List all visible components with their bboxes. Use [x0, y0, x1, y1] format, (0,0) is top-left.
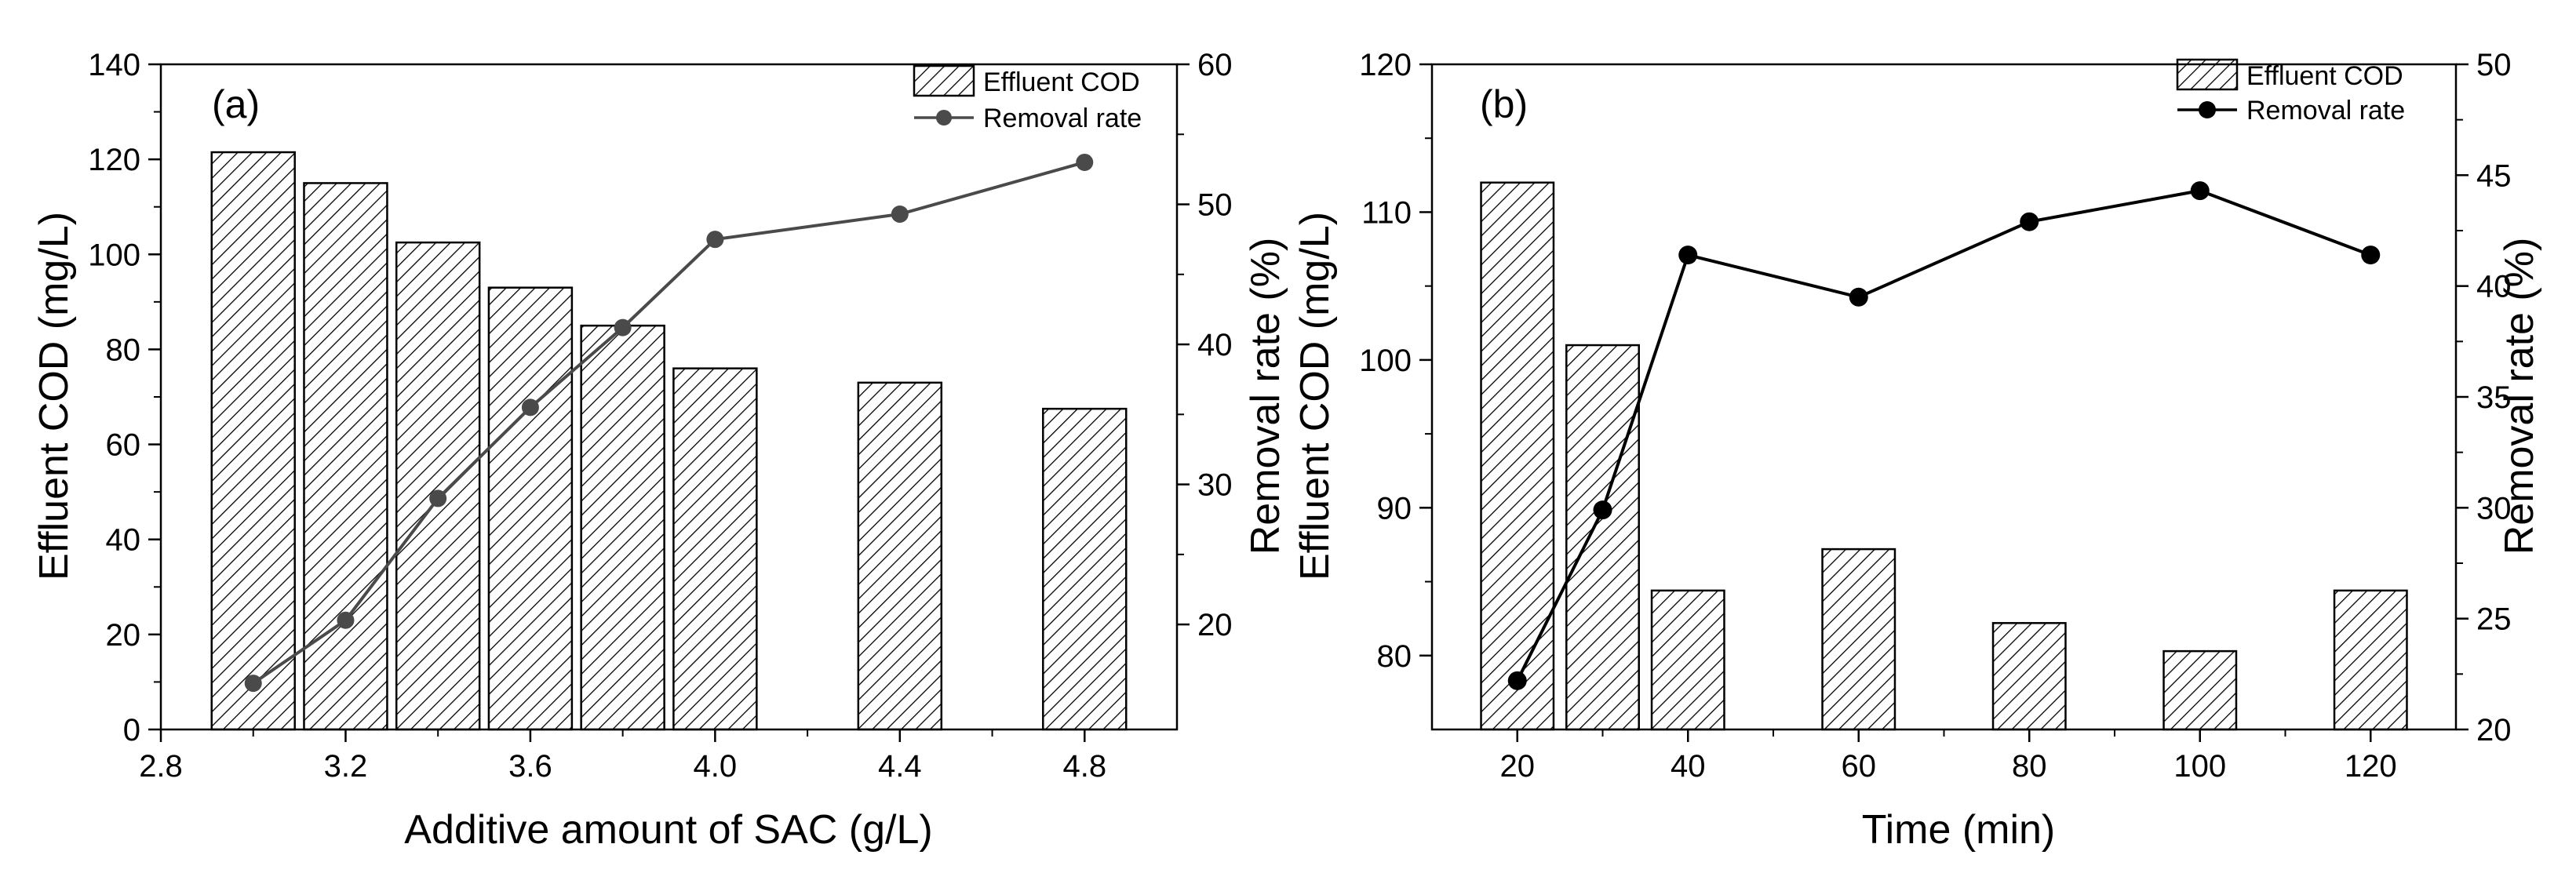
y2-tick-label: 45	[2476, 158, 2512, 193]
bar-series	[1480, 181, 2408, 731]
y-tick-label: 110	[1361, 195, 1412, 230]
legend: Effluent COD Removal rate	[2176, 58, 2405, 126]
x-axis-title: Additive amount of SAC (g/L)	[404, 807, 932, 853]
line-series	[1507, 181, 2381, 690]
bar	[303, 182, 388, 731]
x-tick-label: 80	[2012, 749, 2047, 784]
data-point	[1507, 671, 1527, 690]
axes: 0 20 40 60 80 100 120 140 20 30 40 50 60 2.8 3.2 3.6 4.0…	[88, 48, 1232, 784]
x-tick-label: 2.8	[139, 749, 183, 784]
bar	[1821, 547, 1896, 731]
y2-tick-label: 25	[2476, 602, 2512, 637]
legend-swatch-marker	[2199, 101, 2216, 118]
panel-label: (a)	[212, 82, 260, 126]
y-tick-label: 100	[1359, 344, 1412, 378]
y-tick-label: 60	[106, 428, 141, 463]
bar	[210, 151, 296, 731]
bar	[1565, 344, 1640, 731]
data-point	[614, 318, 632, 337]
legend-label: Removal rate	[983, 104, 1142, 133]
y-tick-label: 140	[88, 48, 140, 82]
bar	[580, 324, 665, 731]
x-axis-title: Time (min)	[1862, 807, 2056, 853]
bar	[1042, 407, 1128, 731]
y-tick-label: 80	[106, 333, 141, 367]
y2-tick-label: 20	[2476, 713, 2512, 748]
bar	[1991, 622, 2067, 731]
x-tick-label: 100	[2173, 749, 2226, 784]
bar	[2162, 649, 2238, 731]
legend-swatch-bar	[2176, 58, 2239, 91]
chart-panel-a: 0 20 40 60 80 100 120 140 20 30 40 50 60 2.8 3.2 3.6 4.0…	[31, 48, 1288, 853]
legend-label: Effluent COD	[983, 67, 1140, 97]
legend-swatch-bar	[913, 64, 975, 97]
data-point	[2020, 212, 2039, 231]
axes: 80 90 100 110 120 20 25 30 35 40 45 50 20 40 60 80 100 12…	[1359, 48, 2511, 784]
x-tick-label: 4.0	[694, 749, 738, 784]
bar	[395, 241, 481, 731]
data-point	[1849, 287, 1868, 307]
data-point	[521, 398, 539, 417]
y2-tick-label: 40	[2476, 270, 2512, 304]
x-tick-label: 120	[2345, 749, 2397, 784]
data-point	[1678, 246, 1698, 265]
data-point	[1593, 500, 1612, 520]
bar-series	[210, 151, 1128, 731]
chart-panel-b: 80 90 100 110 120 20 25 30 35 40 45 50 20 40 60 80 100 12…	[1292, 48, 2542, 853]
y2-tick-label: 60	[1197, 48, 1233, 82]
y2-tick-label: 50	[1197, 188, 1233, 223]
legend: Effluent COD Removal rate	[913, 64, 1142, 133]
y2-tick-label: 50	[2476, 48, 2512, 82]
x-tick-label: 20	[1500, 749, 1536, 784]
data-point	[706, 231, 724, 249]
x-tick-label: 40	[1671, 749, 1706, 784]
data-point	[891, 206, 909, 224]
series-line	[252, 161, 1085, 685]
y2-axis-title: Removal rate (%)	[1243, 238, 1288, 555]
y2-tick-label: 40	[1197, 328, 1233, 362]
legend-label: Removal rate	[2246, 96, 2405, 126]
y2-tick-label: 35	[2476, 380, 2512, 415]
bar	[2333, 589, 2408, 731]
y2-tick-label: 20	[1197, 608, 1233, 642]
x-tick-label: 4.8	[1062, 749, 1106, 784]
y-tick-label: 120	[1359, 48, 1412, 82]
y-tick-label: 20	[106, 618, 141, 653]
x-tick-label: 4.4	[878, 749, 922, 784]
y-tick-label: 90	[1377, 491, 1412, 526]
y2-tick-label: 30	[2476, 491, 2512, 526]
data-point	[337, 611, 355, 629]
y-tick-label: 120	[88, 143, 140, 177]
data-point	[2190, 181, 2210, 201]
bar	[1650, 589, 1725, 731]
y2-axis-title: Removal rate (%)	[2497, 238, 2542, 555]
data-point	[244, 675, 262, 693]
series-line	[1515, 189, 2371, 682]
y2-tick-label: 30	[1197, 468, 1233, 503]
line-series	[244, 153, 1094, 693]
x-tick-label: 3.6	[508, 749, 552, 784]
bar	[1480, 181, 1555, 731]
panel-label: (b)	[1480, 82, 1528, 126]
y-tick-label: 80	[1377, 639, 1412, 674]
y-tick-label: 0	[123, 713, 140, 748]
x-tick-label: 60	[1842, 749, 1877, 784]
y-tick-label: 100	[88, 238, 140, 272]
data-point	[1076, 153, 1094, 171]
data-point	[429, 489, 447, 507]
bar	[487, 286, 574, 731]
y-axis-title: Effluent COD (mg/L)	[1292, 212, 1338, 580]
legend-label: Effluent COD	[2246, 61, 2403, 91]
bar	[672, 367, 758, 731]
x-tick-label: 3.2	[324, 749, 368, 784]
y-tick-label: 40	[106, 523, 141, 558]
bar	[857, 381, 943, 731]
y-axis-title: Effluent COD (mg/L)	[31, 212, 77, 580]
data-point	[2361, 246, 2381, 265]
legend-swatch-marker	[936, 110, 952, 126]
